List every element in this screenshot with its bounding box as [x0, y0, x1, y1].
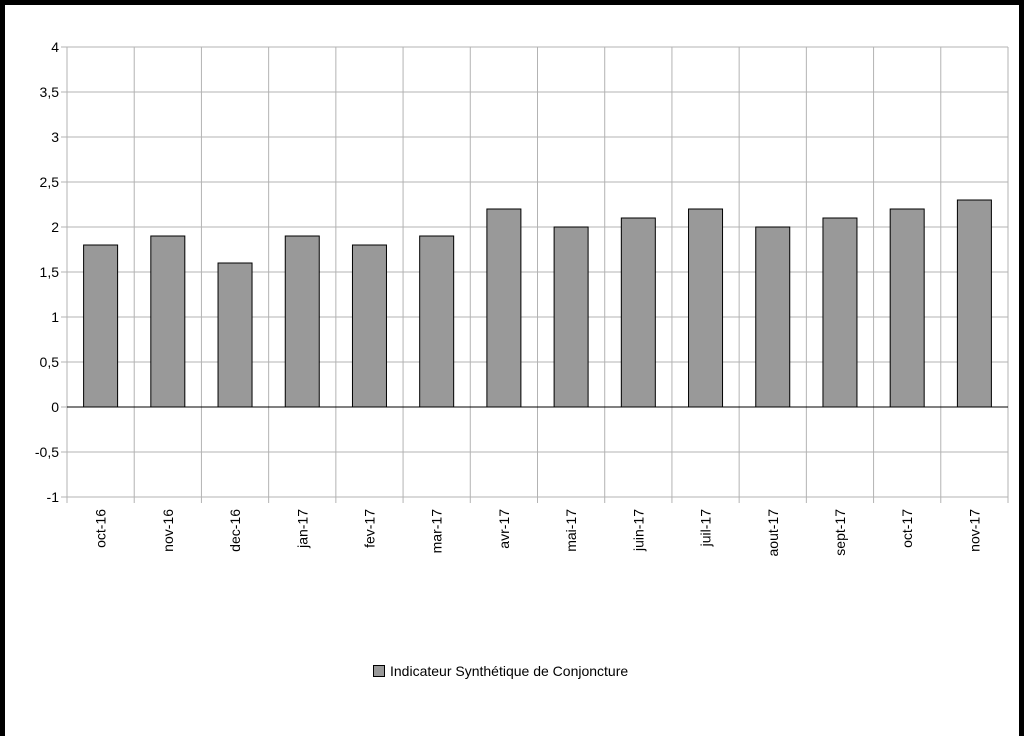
x-tick-label: nov-17 — [966, 509, 982, 552]
x-axis-ticks: oct-16 nov-16 dec-16 jan-17 fev-17 mar-17 avr-… — [93, 509, 983, 557]
bar-dec-16 — [217, 262, 253, 408]
y-tick-label: 4 — [51, 39, 59, 55]
bar-mar-17 — [419, 235, 455, 408]
x-tick-label: dec-16 — [227, 509, 243, 552]
bar-nov-16 — [150, 235, 186, 408]
x-tick-label: aout-17 — [765, 509, 781, 557]
x-tick-label: oct-16 — [93, 509, 109, 548]
bars — [83, 199, 992, 408]
y-tick-label: 2 — [51, 219, 59, 235]
x-tick-label: oct-17 — [899, 509, 915, 548]
y-tick-label: 0 — [51, 399, 59, 415]
x-tick-label: juil-17 — [698, 509, 714, 548]
y-tick-label: 3 — [51, 129, 59, 145]
x-tick-label: sept-17 — [832, 509, 848, 556]
y-tick-label: 1 — [51, 309, 59, 325]
bar-fev-17 — [351, 244, 387, 408]
y-tick-label: 1,5 — [40, 264, 60, 280]
x-tick-label: juin-17 — [630, 509, 646, 552]
x-tick-label: jan-17 — [294, 509, 310, 549]
y-tick-label: -0,5 — [35, 444, 59, 460]
x-tick-label: mar-17 — [429, 509, 445, 554]
bar-juil-17 — [688, 208, 724, 408]
bar-sept-17 — [822, 217, 858, 408]
x-tick-label: avr-17 — [496, 509, 512, 549]
bar-juin-17 — [620, 217, 656, 408]
bar-avr-17 — [486, 208, 522, 408]
y-tick-label: 3,5 — [40, 84, 60, 100]
bar-jan-17 — [284, 235, 320, 408]
bar-chart: 4 3,5 3 2,5 2 1,5 1 0,5 0 -0,5 -1 oct-16 nov-16 dec-… — [35, 39, 1009, 557]
gridlines — [61, 46, 1009, 503]
legend-label: Indicateur Synthétique de Conjoncture — [390, 663, 629, 679]
y-axis-ticks: 4 3,5 3 2,5 2 1,5 1 0,5 0 -0,5 -1 — [35, 39, 59, 505]
x-tick-label: fev-17 — [361, 509, 377, 548]
bar-oct-16 — [83, 244, 119, 408]
y-tick-label: -1 — [47, 489, 60, 505]
legend: Indicateur Synthétique de Conjoncture — [373, 663, 628, 679]
x-tick-label: mai-17 — [563, 509, 579, 552]
bar-mai-17 — [553, 226, 589, 408]
x-tick-label: nov-16 — [160, 509, 176, 552]
bar-oct-17 — [889, 208, 925, 408]
y-tick-label: 0,5 — [40, 354, 60, 370]
bar-nov-17 — [956, 199, 992, 408]
y-tick-label: 2,5 — [40, 174, 60, 190]
legend-swatch — [373, 665, 385, 677]
bar-aout-17 — [755, 226, 791, 408]
